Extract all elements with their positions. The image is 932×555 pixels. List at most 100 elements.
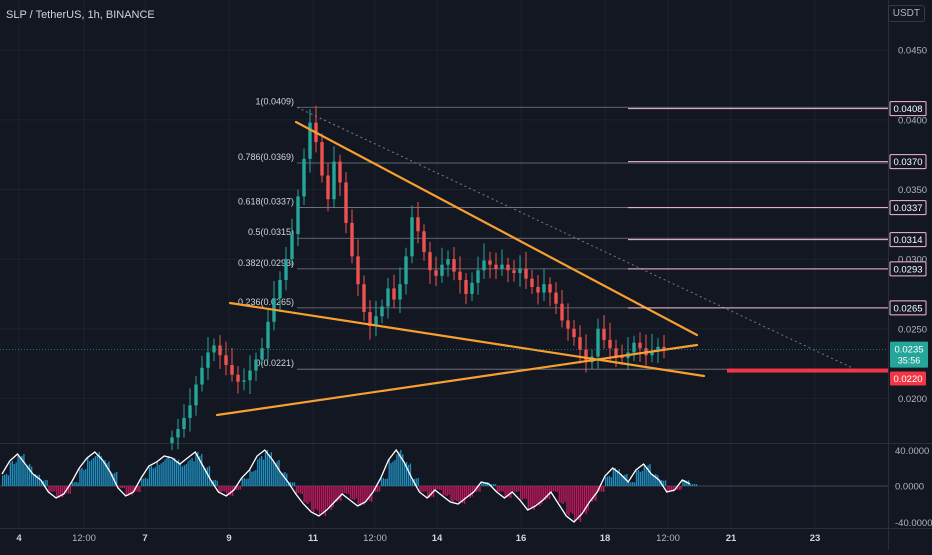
candle[interactable] xyxy=(542,284,546,293)
candle[interactable] xyxy=(296,196,300,235)
candle[interactable] xyxy=(254,359,258,371)
candle[interactable] xyxy=(380,306,384,317)
candle[interactable] xyxy=(620,356,624,359)
candle[interactable] xyxy=(470,282,474,294)
oscillator-bar xyxy=(545,486,547,500)
candle[interactable] xyxy=(278,280,282,299)
oscillator-bar xyxy=(177,459,180,486)
candle[interactable] xyxy=(434,270,438,276)
candle[interactable] xyxy=(338,161,342,183)
candle[interactable] xyxy=(350,222,354,257)
level-badge[interactable] xyxy=(889,300,927,316)
oscillator-bar xyxy=(633,482,636,486)
candle[interactable] xyxy=(500,264,504,269)
candle[interactable] xyxy=(344,182,348,223)
candle[interactable] xyxy=(608,339,612,349)
candle[interactable] xyxy=(194,384,198,406)
candle[interactable] xyxy=(602,328,606,340)
candle[interactable] xyxy=(476,270,480,283)
candle[interactable] xyxy=(518,268,522,274)
candle[interactable] xyxy=(386,288,390,307)
oscillator-bar xyxy=(193,461,195,486)
candle[interactable] xyxy=(236,374,240,382)
candle[interactable] xyxy=(614,348,618,357)
candle[interactable] xyxy=(494,264,498,269)
trendline[interactable] xyxy=(215,343,699,417)
candle[interactable] xyxy=(596,328,600,357)
oscillator-bar xyxy=(210,480,213,486)
candle[interactable] xyxy=(656,346,660,352)
candle[interactable] xyxy=(260,348,264,360)
candle[interactable] xyxy=(530,278,534,287)
candle[interactable] xyxy=(200,367,204,385)
candle[interactable] xyxy=(446,259,450,265)
candle[interactable] xyxy=(632,342,636,353)
level-badge[interactable] xyxy=(889,200,927,216)
candle[interactable] xyxy=(524,268,528,279)
candle[interactable] xyxy=(266,321,270,349)
candle[interactable] xyxy=(482,260,486,271)
candle[interactable] xyxy=(290,234,294,260)
candle[interactable] xyxy=(374,316,378,326)
candle[interactable] xyxy=(176,429,180,438)
candle[interactable] xyxy=(218,345,222,356)
candle[interactable] xyxy=(422,231,426,253)
candle[interactable] xyxy=(302,158,306,197)
candle[interactable] xyxy=(398,284,402,300)
currency-badge[interactable]: USDT xyxy=(887,5,925,22)
candle[interactable] xyxy=(404,256,408,285)
candle[interactable] xyxy=(212,345,216,353)
candle[interactable] xyxy=(662,346,666,350)
candle[interactable] xyxy=(326,175,330,200)
candle[interactable] xyxy=(536,286,540,293)
candle[interactable] xyxy=(452,259,456,272)
level-badge[interactable] xyxy=(889,232,927,248)
candle[interactable] xyxy=(578,337,582,350)
candle[interactable] xyxy=(170,437,174,443)
candle[interactable] xyxy=(560,303,564,321)
level-badge[interactable] xyxy=(889,101,927,117)
candle[interactable] xyxy=(320,142,324,176)
candle[interactable] xyxy=(248,370,252,381)
current-price-badge[interactable] xyxy=(890,341,928,368)
candle[interactable] xyxy=(224,355,228,365)
candle[interactable] xyxy=(440,264,444,276)
candle[interactable] xyxy=(650,351,654,356)
candle[interactable] xyxy=(284,259,288,281)
candle[interactable] xyxy=(332,161,336,200)
candle[interactable] xyxy=(548,284,552,293)
candle[interactable] xyxy=(458,271,462,281)
candle[interactable] xyxy=(488,260,492,265)
candle[interactable] xyxy=(182,417,186,430)
candle[interactable] xyxy=(572,328,576,338)
trendline[interactable] xyxy=(294,120,699,337)
candle[interactable] xyxy=(506,264,510,271)
candle[interactable] xyxy=(554,292,558,304)
candle[interactable] xyxy=(512,270,516,274)
candle[interactable] xyxy=(362,284,366,313)
level-badge[interactable] xyxy=(889,154,927,170)
low-level-bar[interactable] xyxy=(727,368,888,373)
candle[interactable] xyxy=(566,320,570,329)
oscillator-bar xyxy=(46,480,48,486)
candle[interactable] xyxy=(410,217,414,257)
trendline[interactable] xyxy=(228,301,706,378)
candle[interactable] xyxy=(242,380,246,382)
candle[interactable] xyxy=(206,352,210,368)
candle[interactable] xyxy=(638,342,642,349)
oscillator-bar xyxy=(336,486,338,502)
candle[interactable] xyxy=(584,349,588,363)
candle[interactable] xyxy=(416,217,420,232)
candle[interactable] xyxy=(464,280,468,294)
low-level-badge[interactable] xyxy=(890,371,926,386)
candle[interactable] xyxy=(392,288,396,300)
candle[interactable] xyxy=(368,312,372,326)
candle[interactable] xyxy=(188,405,192,418)
candle[interactable] xyxy=(308,122,312,159)
candle[interactable] xyxy=(428,252,432,271)
candle[interactable] xyxy=(230,364,234,375)
level-badge[interactable] xyxy=(889,261,927,277)
candle[interactable] xyxy=(356,256,360,285)
